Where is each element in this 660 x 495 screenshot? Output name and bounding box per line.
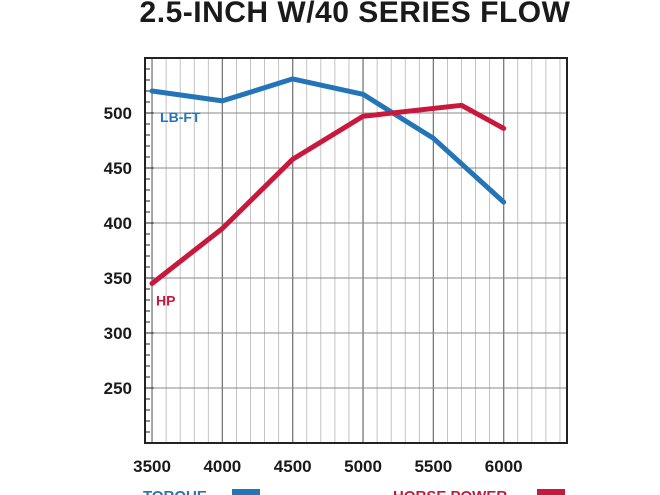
grid-lines bbox=[145, 58, 567, 443]
legend-swatch bbox=[537, 489, 565, 495]
legend-label: TORQUE bbox=[143, 488, 207, 495]
y-tick-label: 350 bbox=[104, 269, 132, 288]
series-labels: LB-FT HP bbox=[156, 109, 201, 309]
x-axis: 3500 4000 4500 5000 5500 6000 bbox=[133, 457, 522, 476]
y-tick-label: 250 bbox=[104, 379, 132, 398]
y-tick-label: 450 bbox=[104, 159, 132, 178]
x-tick-label: 5500 bbox=[414, 457, 452, 476]
y-axis: 250 300 350 400 450 500 bbox=[104, 68, 154, 444]
series-lines bbox=[149, 76, 507, 286]
legend-swatch bbox=[232, 489, 260, 495]
x-tick-label: 4000 bbox=[203, 457, 241, 476]
y-tick-label: 300 bbox=[104, 324, 132, 343]
series-label: HP bbox=[156, 293, 175, 309]
plot-frame bbox=[144, 57, 568, 444]
x-tick-label: 6000 bbox=[485, 457, 523, 476]
x-tick-label: 5000 bbox=[344, 457, 382, 476]
y-tick-label: 500 bbox=[104, 104, 132, 123]
x-tick-label: 3500 bbox=[133, 457, 171, 476]
legend: TORQUE HORSE POWER bbox=[143, 488, 565, 495]
chart-title: 2.5-INCH W/40 SERIES FLOW bbox=[140, 0, 571, 29]
y-tick-label: 400 bbox=[104, 214, 132, 233]
series-line-hp bbox=[149, 102, 507, 286]
series-line-lb-ft bbox=[149, 76, 507, 205]
series-label: LB-FT bbox=[160, 109, 201, 125]
x-tick-label: 4500 bbox=[274, 457, 312, 476]
legend-label: HORSE POWER bbox=[393, 488, 507, 495]
